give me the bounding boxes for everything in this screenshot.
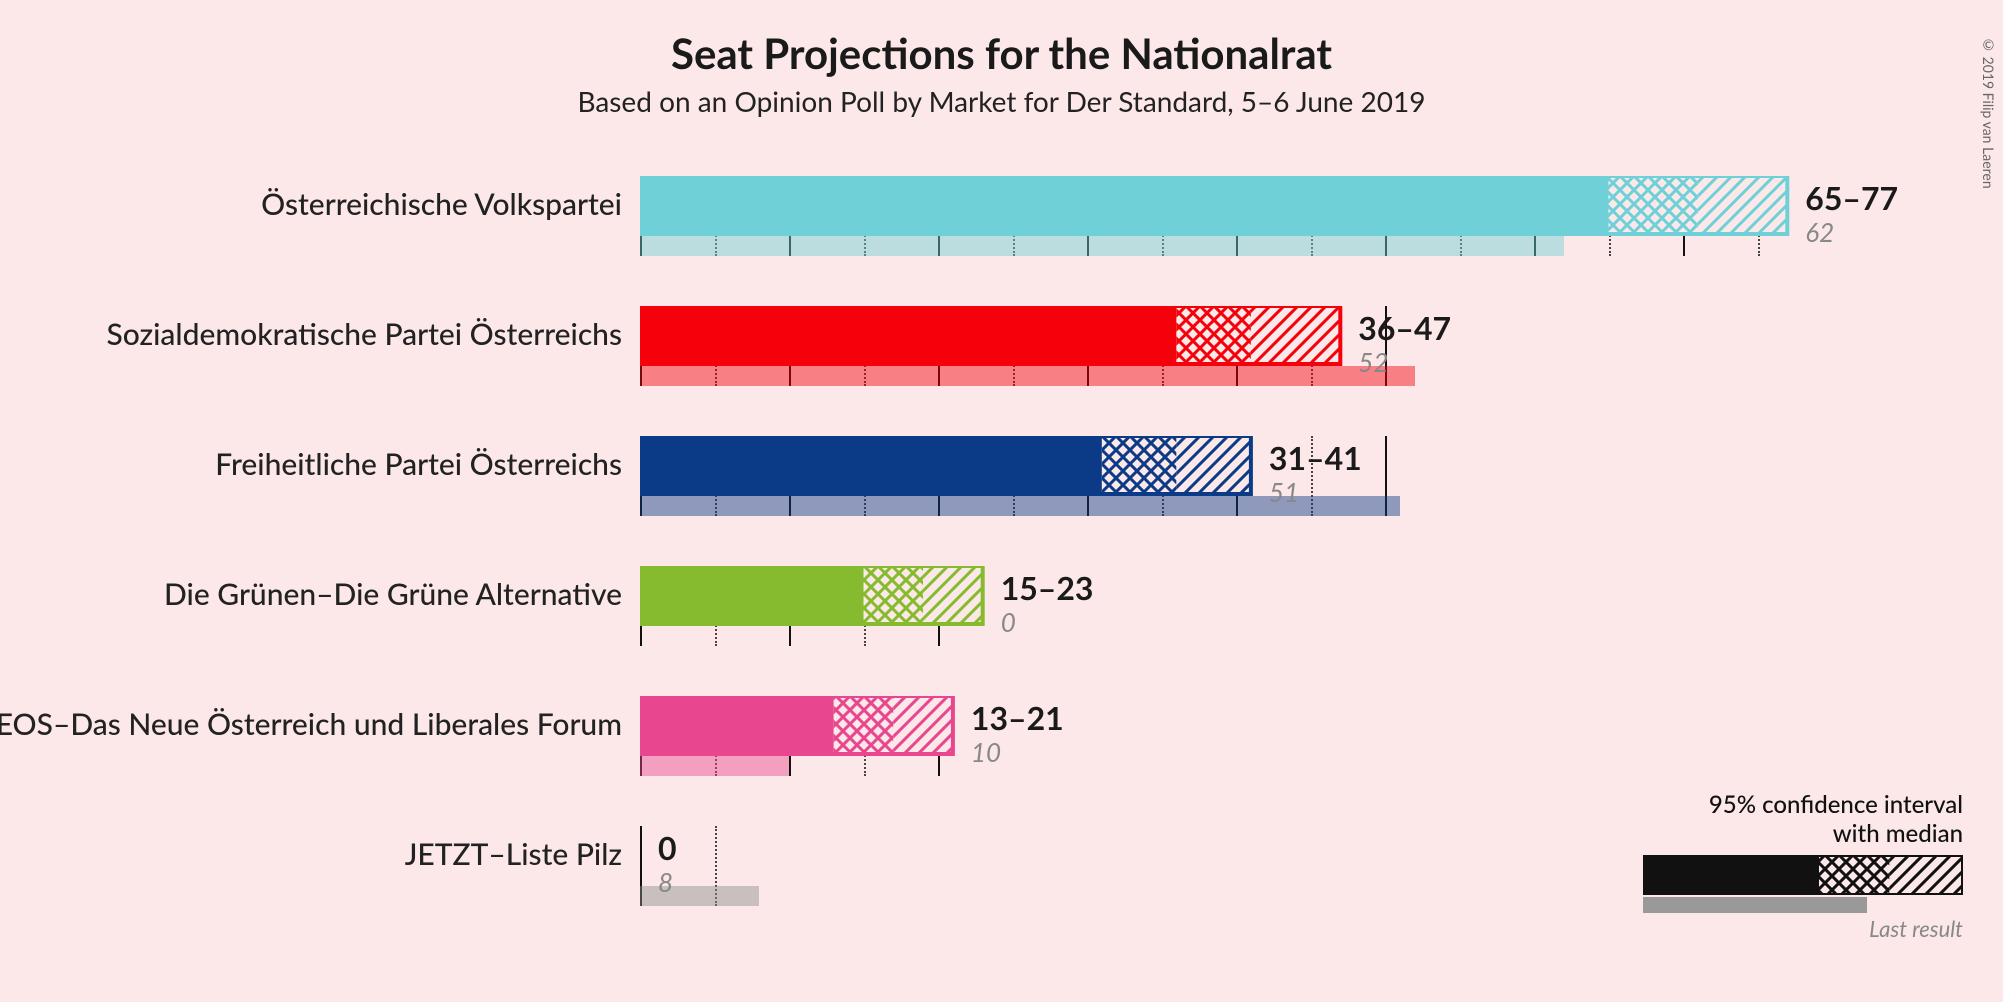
ci-bar (640, 436, 1255, 504)
party-name: Sozialdemokratische Partei Österreichs (106, 316, 622, 352)
party-row: Die Grünen–Die Grüne Alternative 15–23 0 (640, 558, 1940, 688)
ci-bar (640, 306, 1344, 374)
range-label: 13–21 (971, 698, 1064, 737)
ci-bar (640, 826, 644, 894)
prev-label: 0 (1001, 606, 1016, 638)
legend-ci-bar (1643, 855, 1963, 895)
chart-subtitle: Based on an Opinion Poll by Market for D… (0, 84, 2003, 118)
prev-result-bar (640, 366, 1415, 386)
ci-bar (640, 176, 1791, 244)
party-row: Freiheitliche Partei Österreichs 31–41 5… (640, 428, 1940, 558)
range-label: 65–77 (1805, 178, 1898, 217)
party-name: NEOS–Das Neue Österreich und Liberales F… (0, 706, 622, 742)
party-name: Österreichische Volkspartei (261, 186, 622, 222)
legend: 95% confidence interval with median Last… (1643, 791, 1963, 942)
range-label: 31–41 (1269, 438, 1362, 477)
range-label: 15–23 (1001, 568, 1094, 607)
legend-title: 95% confidence interval with median (1643, 791, 1963, 849)
range-label: 0 (658, 828, 677, 867)
prev-label: 8 (658, 866, 673, 898)
prev-result-bar (640, 756, 789, 776)
chart-title: Seat Projections for the Nationalrat (0, 28, 2003, 78)
legend-prev-bar (1643, 897, 1867, 913)
prev-label: 62 (1805, 216, 1834, 248)
prev-label: 51 (1269, 476, 1299, 508)
party-name: Freiheitliche Partei Österreichs (215, 446, 622, 482)
party-name: JETZT–Liste Pilz (405, 836, 622, 872)
prev-label: 10 (971, 736, 1001, 768)
party-row: Sozialdemokratische Partei Österreichs 3… (640, 298, 1940, 428)
ci-bar (640, 566, 987, 634)
copyright-text: © 2019 Filip van Laeren (1980, 36, 1997, 189)
prev-result-bar (640, 236, 1564, 256)
party-name: Die Grünen–Die Grüne Alternative (164, 576, 622, 612)
ci-bar (640, 696, 957, 764)
legend-prev-label: Last result (1643, 915, 1963, 942)
range-label: 36–47 (1358, 308, 1451, 347)
prev-label: 52 (1358, 346, 1388, 378)
legend-ci-svg (1643, 855, 1963, 895)
party-row: Österreichische Volkspartei 65–77 62 (640, 168, 1940, 298)
